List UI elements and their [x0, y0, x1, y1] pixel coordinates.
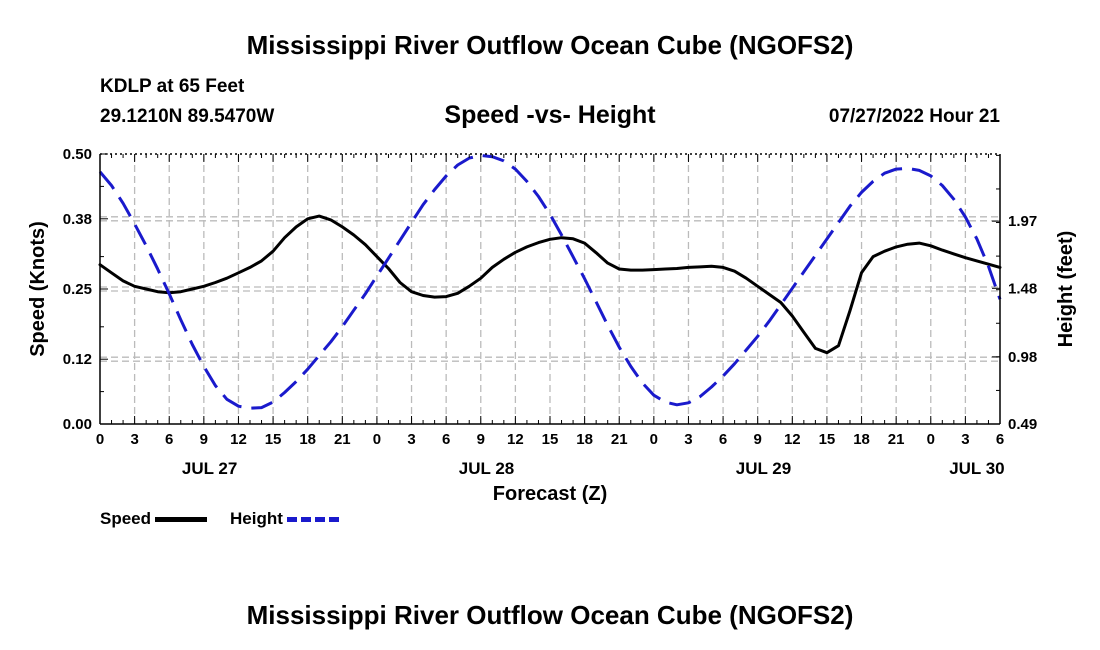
x-tick-label: 21: [888, 431, 905, 448]
y-right-tick-label: 1.48: [1008, 280, 1037, 297]
x-tick-label: 21: [611, 431, 628, 448]
legend-height: Height: [230, 509, 339, 529]
x-tick-label: 18: [299, 431, 316, 448]
series-lines: [98, 153, 1002, 410]
x-tick-label: 12: [507, 431, 524, 448]
axis-labels: 0 3 6 9 12 15 18 21 0 3 6 9 12 15 18 21 0 3 6 9 12 15 18 21 0 3 60…: [27, 146, 1077, 505]
legend-height-label: Height: [230, 509, 283, 528]
station-coordinates: 29.1210N 89.5470W: [100, 106, 275, 127]
x-tick-label: 0: [96, 431, 104, 448]
x-tick-label: 18: [576, 431, 593, 448]
x-tick-label: 6: [996, 431, 1004, 448]
legend-speed-label: Speed: [100, 509, 152, 528]
x-tick-label: 0: [373, 431, 381, 448]
date-label: JUL 29: [736, 459, 791, 478]
y-left-axis-title: Speed (Knots): [27, 221, 49, 357]
legend-speed: Speed: [100, 509, 208, 529]
x-tick-label: 21: [334, 431, 351, 448]
x-tick-label: 15: [819, 431, 836, 448]
legend-speed-swatch: [155, 516, 208, 522]
height-series-line: [98, 153, 1002, 410]
x-tick-label: 18: [853, 431, 870, 448]
speed-series-line: [98, 214, 1002, 355]
x-axis-title: Forecast (Z): [493, 483, 607, 505]
speed-height-chart: 0 3 6 9 12 15 18 21 0 3 6 9 12 15 18 21 0 3 6 9 12 15 18 21 0 3 60…: [27, 146, 1077, 505]
station-label: KDLP at 65 Feet: [100, 76, 245, 97]
date-label: JUL 27: [182, 459, 237, 478]
y-left-tick-label: 0.12: [63, 351, 92, 368]
chart-title: Mississippi River Outflow Ocean Cube (NG…: [246, 30, 854, 60]
x-tick-label: 9: [200, 431, 208, 448]
x-tick-label: 3: [407, 431, 415, 448]
x-tick-label: 0: [927, 431, 935, 448]
x-tick-label: 15: [265, 431, 282, 448]
x-tick-label: 6: [442, 431, 450, 448]
chart-subtitle: Speed -vs- Height: [444, 101, 656, 129]
grid: [100, 154, 1000, 424]
x-tick-label: 12: [784, 431, 801, 448]
plot-frame: [99, 153, 1001, 425]
footer-title: Mississippi River Outflow Ocean Cube (NG…: [246, 600, 854, 630]
x-tick-label: 3: [130, 431, 138, 448]
forecast-datetime: 07/27/2022 Hour 21: [828, 106, 1000, 127]
y-left-tick-label: 0.38: [63, 211, 92, 228]
x-tick-label: 12: [230, 431, 247, 448]
y-left-tick-label: 0.00: [63, 416, 92, 433]
y-right-tick-label: 0.49: [1008, 416, 1037, 433]
legend-height-swatch: [286, 516, 339, 522]
x-tick-label: 3: [684, 431, 692, 448]
x-tick-label: 6: [165, 431, 173, 448]
date-label: JUL 30: [949, 459, 1004, 478]
y-right-tick-label: 0.98: [1008, 349, 1037, 366]
x-tick-label: 15: [542, 431, 559, 448]
date-label: JUL 28: [459, 459, 514, 478]
x-tick-label: 3: [961, 431, 969, 448]
x-tick-label: 6: [719, 431, 727, 448]
y-left-tick-label: 0.25: [63, 281, 92, 298]
x-tick-label: 9: [477, 431, 485, 448]
x-tick-label: 9: [754, 431, 762, 448]
y-right-axis-title: Height (feet): [1055, 231, 1077, 348]
y-right-tick-label: 1.97: [1008, 213, 1037, 230]
x-tick-label: 0: [650, 431, 658, 448]
y-left-tick-label: 0.50: [63, 146, 92, 163]
